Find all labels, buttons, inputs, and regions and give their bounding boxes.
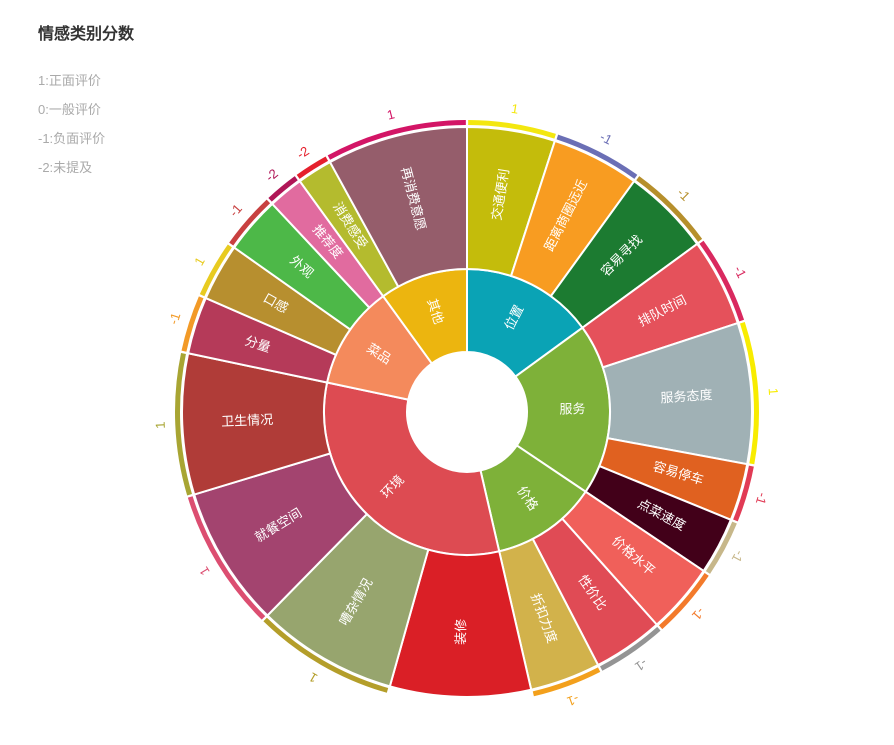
score-label: 1 xyxy=(510,101,519,117)
note-positive: 1:正面评价 xyxy=(38,73,101,88)
score-ring xyxy=(600,626,661,671)
score-label: -1 xyxy=(598,129,615,148)
score-label: -1 xyxy=(731,263,750,280)
subcategory-label: 装修 xyxy=(453,619,469,645)
score-ring xyxy=(556,134,638,179)
score-ring xyxy=(268,176,298,202)
note-negative: -1:负面评价 xyxy=(38,131,106,146)
center-hole xyxy=(408,353,526,471)
score-ring xyxy=(263,617,389,693)
score-label: -1 xyxy=(565,691,581,709)
score-ring xyxy=(699,240,745,322)
score-label: -1 xyxy=(674,185,693,204)
score-label: -1 xyxy=(226,201,245,220)
score-label: -1 xyxy=(632,655,650,674)
subcategory-label: 卫生情况 xyxy=(221,412,274,429)
category-label: 服务 xyxy=(559,401,585,417)
score-label: -2 xyxy=(262,166,280,185)
score-ring xyxy=(327,120,466,160)
score-ring xyxy=(658,572,709,630)
chart-title: 情感类别分数 xyxy=(38,26,135,43)
score-label: -1 xyxy=(689,604,708,623)
score-label: -1 xyxy=(729,548,748,565)
score-label: -2 xyxy=(294,143,312,162)
score-label: -1 xyxy=(166,311,184,327)
score-ring xyxy=(181,296,204,352)
score-ring xyxy=(532,667,601,697)
note-not-mentioned: -2:未提及 xyxy=(38,160,93,175)
score-ring xyxy=(740,322,759,465)
score-ring xyxy=(733,465,754,522)
score-ring xyxy=(199,244,232,297)
score-label: 1 xyxy=(153,421,168,429)
score-ring xyxy=(296,156,329,179)
subcategory-label: 服务态度 xyxy=(660,387,713,405)
score-label: 1 xyxy=(385,106,396,122)
subcategory-sector[interactable] xyxy=(328,125,468,288)
score-ring xyxy=(187,496,266,620)
legend-notes: 1:正面评价 0:一般评价 -1:负面评价 -2:未提及 xyxy=(38,66,105,182)
score-label: 1 xyxy=(766,387,781,395)
score-ring xyxy=(636,176,703,242)
score-ring xyxy=(175,352,192,496)
score-label: 1 xyxy=(196,564,213,578)
score-label: 1 xyxy=(191,254,208,268)
score-label: -1 xyxy=(753,491,771,506)
score-ring xyxy=(705,521,737,574)
score-ring xyxy=(229,199,271,246)
score-label: 1 xyxy=(306,669,320,686)
note-neutral: 0:一般评价 xyxy=(38,102,101,117)
score-ring xyxy=(468,120,556,139)
